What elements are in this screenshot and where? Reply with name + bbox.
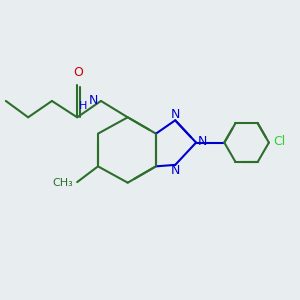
Text: O: O [73, 66, 83, 79]
Text: CH₃: CH₃ [53, 178, 74, 188]
Text: H: H [79, 101, 88, 111]
Text: Cl: Cl [273, 136, 286, 148]
Text: N: N [88, 94, 98, 107]
Text: N: N [171, 108, 181, 121]
Text: N: N [171, 164, 181, 177]
Text: N: N [198, 136, 207, 148]
